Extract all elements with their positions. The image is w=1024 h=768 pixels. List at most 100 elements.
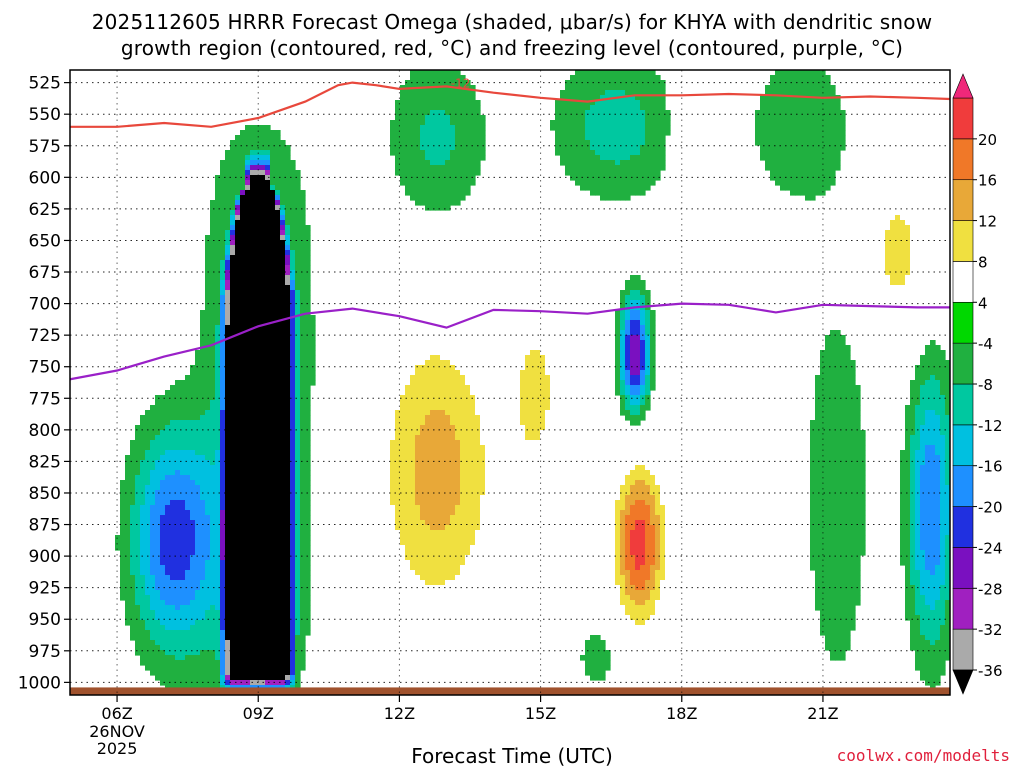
omega-cell [120, 510, 126, 516]
omega-cell [420, 130, 426, 136]
omega-cell [410, 495, 416, 501]
omega-cell [465, 550, 471, 556]
omega-cell [270, 600, 276, 606]
omega-cell [390, 395, 396, 401]
omega-cell [430, 625, 436, 631]
omega-cell [210, 410, 216, 416]
omega-cell [460, 620, 466, 626]
omega-cell [465, 410, 471, 416]
omega-cell [155, 455, 161, 461]
omega-cell [420, 330, 426, 336]
omega-cell [430, 455, 436, 461]
omega-cell [275, 475, 281, 481]
omega-cell [290, 500, 296, 506]
omega-cell [280, 150, 286, 156]
omega-cell [240, 440, 246, 446]
omega-cell [185, 490, 191, 496]
omega-cell [290, 235, 296, 241]
omega-cell [120, 595, 126, 601]
omega-cell [260, 370, 266, 376]
omega-cell [485, 425, 491, 431]
omega-cell [255, 450, 261, 456]
omega-cell [470, 370, 476, 376]
omega-cell [300, 305, 306, 311]
omega-cell [480, 350, 486, 356]
omega-cell [225, 670, 231, 676]
omega-cell [180, 420, 186, 426]
omega-cell [235, 350, 241, 356]
omega-cell [255, 275, 261, 281]
omega-cell [430, 520, 436, 526]
omega-cell [225, 400, 231, 406]
omega-cell [370, 460, 376, 466]
omega-cell [250, 575, 256, 581]
omega-cell [280, 425, 286, 431]
omega-cell [135, 550, 141, 556]
omega-cell [120, 540, 126, 546]
omega-cell [375, 450, 381, 456]
omega-cell [420, 150, 426, 156]
omega-cell [405, 95, 411, 101]
omega-cell [265, 165, 271, 171]
omega-cell [445, 160, 451, 166]
omega-cell [225, 230, 231, 236]
omega-cell [475, 360, 481, 366]
omega-cell [485, 365, 491, 371]
omega-cell [420, 345, 426, 351]
omega-cell [445, 410, 451, 416]
omega-cell [175, 565, 181, 571]
omega-cell [485, 400, 491, 406]
omega-cell [385, 435, 391, 441]
omega-cell [220, 285, 226, 291]
omega-cell [435, 340, 441, 346]
omega-cell [245, 675, 251, 681]
omega-cell [270, 460, 276, 466]
omega-cell [200, 595, 206, 601]
omega-cell [445, 430, 451, 436]
omega-cell [430, 320, 436, 326]
omega-cell [420, 135, 426, 141]
omega-cell [435, 330, 441, 336]
omega-cell [420, 495, 426, 501]
omega-cell [480, 485, 486, 491]
omega-cell [260, 515, 266, 521]
omega-cell [460, 155, 466, 161]
omega-cell [120, 530, 126, 536]
omega-cell [400, 600, 406, 606]
omega-cell [385, 380, 391, 386]
omega-cell [155, 565, 161, 571]
omega-cell [165, 475, 171, 481]
omega-cell [450, 435, 456, 441]
omega-cell [270, 255, 276, 261]
omega-cell [460, 180, 466, 186]
omega-cell [450, 445, 456, 451]
omega-cell [220, 495, 226, 501]
omega-cell [470, 345, 476, 351]
omega-cell [250, 535, 256, 541]
omega-cell [220, 655, 226, 661]
omega-cell [190, 605, 196, 611]
omega-cell [295, 530, 301, 536]
omega-cell [480, 440, 486, 446]
omega-cell [265, 180, 271, 186]
omega-cell [270, 500, 276, 506]
omega-cell [270, 275, 276, 281]
omega-cell [275, 680, 281, 686]
omega-cell [295, 185, 301, 191]
omega-cell [440, 575, 446, 581]
omega-cell [455, 150, 461, 156]
omega-cell [170, 610, 176, 616]
omega-cell [405, 135, 411, 141]
omega-cell [195, 445, 201, 451]
omega-cell [140, 485, 146, 491]
omega-cell [250, 675, 256, 681]
omega-cell [205, 570, 211, 576]
omega-cell [425, 170, 431, 176]
omega-cell [240, 200, 246, 206]
omega-cell [205, 440, 211, 446]
omega-cell [305, 420, 311, 426]
omega-cell [175, 455, 181, 461]
omega-cell [300, 425, 306, 431]
omega-cell [230, 580, 236, 586]
omega-cell [460, 165, 466, 171]
